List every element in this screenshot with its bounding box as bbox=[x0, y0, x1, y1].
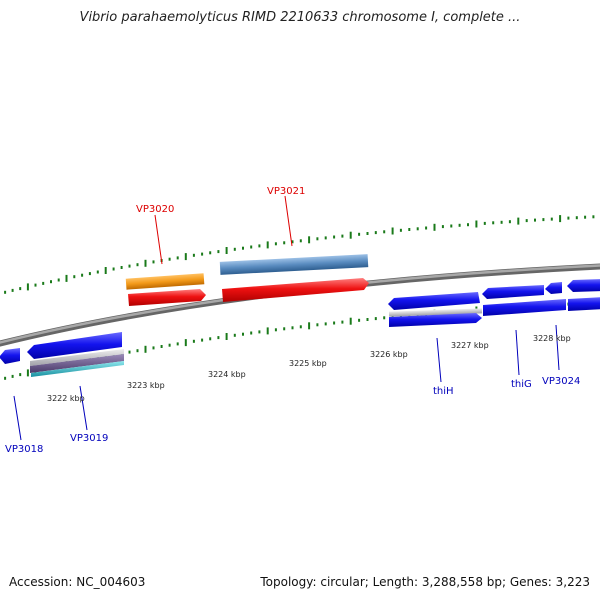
kbp-label: 3227 kbp bbox=[451, 341, 489, 350]
leader-VP3021 bbox=[284, 195, 293, 247]
gene-label-VP3018[interactable]: VP3018 bbox=[5, 444, 43, 455]
gene-VP3019-purple[interactable] bbox=[30, 354, 124, 373]
kbp-label: 3222 kbp bbox=[47, 394, 85, 403]
leader-thiG bbox=[515, 329, 520, 376]
kbp-label: 3223 kbp bbox=[127, 381, 165, 390]
topology-text: Topology: circular; Length: 3,288,558 bp… bbox=[260, 575, 590, 589]
leader-VP3020 bbox=[154, 214, 163, 265]
gene-VP3019-silver[interactable] bbox=[30, 349, 124, 366]
gene-thiH[interactable] bbox=[389, 313, 482, 327]
leader-VP3019 bbox=[79, 385, 88, 431]
gene-VP3018[interactable] bbox=[0, 348, 20, 364]
kbp-label: 3224 kbp bbox=[208, 370, 246, 379]
gene-right-blue-1[interactable] bbox=[388, 292, 480, 310]
gene-VP3021-red[interactable] bbox=[222, 278, 369, 302]
gene-label-VP3019[interactable]: VP3019 bbox=[70, 433, 108, 444]
gene-thiH-silver[interactable] bbox=[388, 308, 483, 317]
gene-VP3020-red[interactable] bbox=[128, 289, 206, 306]
gene-label-VP3021[interactable]: VP3021 bbox=[267, 186, 305, 197]
gene-right-blue-2[interactable] bbox=[482, 285, 544, 299]
leader-VP3018 bbox=[13, 395, 22, 441]
leader-VP3024 bbox=[555, 324, 560, 371]
gene-label-thiH[interactable]: thiH bbox=[433, 386, 454, 397]
gene-VP3021-steel[interactable] bbox=[219, 254, 369, 275]
gene-label-VP3024[interactable]: VP3024 bbox=[542, 376, 580, 387]
gene-right-blue-4[interactable] bbox=[567, 279, 600, 292]
gene-VP3024[interactable] bbox=[568, 297, 600, 311]
gene-VP3020-orange[interactable] bbox=[125, 273, 205, 290]
gene-right-blue-3[interactable] bbox=[545, 282, 562, 294]
kbp-label: 3226 kbp bbox=[370, 350, 408, 359]
leader-thiH bbox=[436, 337, 442, 383]
gene-VP3019-teal[interactable] bbox=[31, 361, 124, 377]
map-title: Vibrio parahaemolyticus RIMD 2210633 chr… bbox=[79, 10, 521, 25]
gene-VP3019-blue[interactable] bbox=[27, 332, 122, 359]
gene-thiG[interactable] bbox=[483, 299, 566, 316]
kbp-label: 3225 kbp bbox=[289, 359, 327, 368]
gene-label-VP3020[interactable]: VP3020 bbox=[136, 204, 174, 215]
kbp-label: 3228 kbp bbox=[533, 334, 571, 343]
accession-text: Accession: NC_004603 bbox=[9, 575, 146, 589]
outer-tick-track bbox=[4, 215, 595, 294]
gene-label-thiG[interactable]: thiG bbox=[511, 379, 532, 390]
